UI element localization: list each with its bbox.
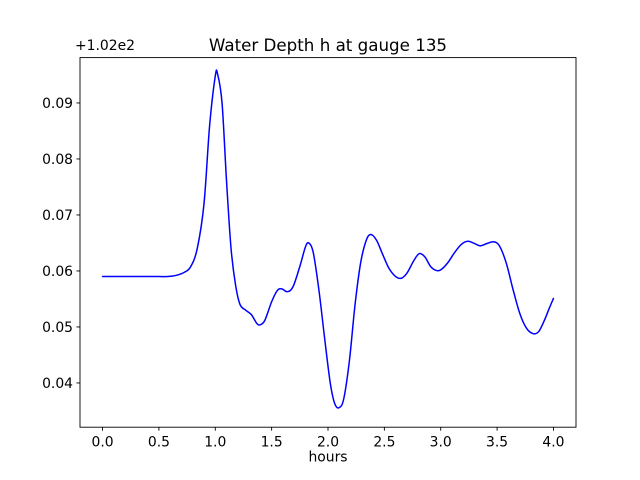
x-tick-label: 0.5 xyxy=(148,435,170,451)
x-axis-label: hours xyxy=(308,450,347,466)
chart-title: Water Depth h at gauge 135 xyxy=(209,35,447,55)
water-depth-line xyxy=(101,69,555,409)
x-tick-label: 1.5 xyxy=(261,435,283,451)
y-tick-label: 0.06 xyxy=(42,264,73,280)
x-tick-label: 2.5 xyxy=(373,435,395,451)
y-tick-label: 0.05 xyxy=(42,320,73,336)
x-tick-label: 3.5 xyxy=(486,435,508,451)
x-tick-label: 4.0 xyxy=(542,435,564,451)
y-tick-label: 0.04 xyxy=(42,376,73,392)
x-tick-label: 1.0 xyxy=(204,435,226,451)
y-axis-offset-label: +1.02e2 xyxy=(75,38,135,54)
y-tick-label: 0.09 xyxy=(42,96,73,112)
x-tick-label: 2.0 xyxy=(317,435,339,451)
plot-area: 0.0 0.5 1.0 1.5 2.0 2.5 3.0 3.5 4.0 0.04 0.05 0.06 0… xyxy=(42,57,577,451)
y-tick-label: 0.07 xyxy=(42,208,73,224)
x-tick-label: 3.0 xyxy=(430,435,452,451)
x-tick-label: 0.0 xyxy=(91,435,113,451)
y-tick-label: 0.08 xyxy=(42,152,73,168)
